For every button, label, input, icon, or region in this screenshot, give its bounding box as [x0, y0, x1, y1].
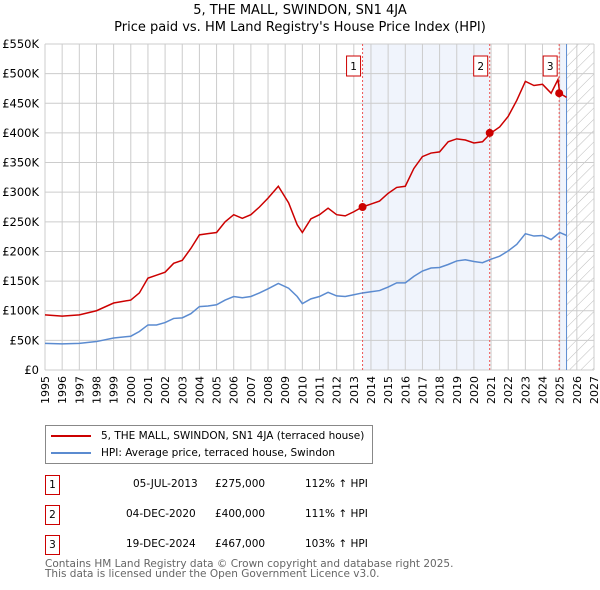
x-tick-label: 2000 — [125, 376, 138, 404]
y-tick-label: £100K — [2, 304, 39, 318]
x-tick-label: 2016 — [399, 376, 412, 404]
sale-marker-badge: 2 — [45, 505, 60, 525]
sale-label-box — [346, 55, 362, 77]
sale-label-box — [473, 55, 489, 77]
sale-row-2: 2 04-DEC-2020 £400,000 111% ↑ HPI — [45, 505, 445, 525]
footer: Contains HM Land Registry data © Crown c… — [45, 558, 454, 580]
forecast-hatch — [566, 44, 594, 370]
sale-period-shade — [559, 44, 567, 370]
x-tick-label: 2017 — [416, 376, 429, 404]
y-tick-label: £0 — [24, 363, 39, 377]
sale-label: 2 — [477, 61, 484, 73]
sale-point — [485, 128, 494, 137]
x-tick-label: 1997 — [73, 376, 86, 404]
x-tick-label: 2026 — [571, 376, 584, 404]
sale-price: £275,000 — [215, 478, 266, 490]
y-tick-label: £450K — [2, 96, 39, 110]
x-tick-label: 1998 — [90, 376, 103, 404]
legend-item-hpi: HPI: Average price, terraced house, Swin… — [51, 447, 335, 459]
x-tick-label: 2015 — [382, 376, 395, 404]
x-tick-label: 2012 — [331, 376, 344, 404]
legend: 5, THE MALL, SWINDON, SN1 4JA (terraced … — [45, 425, 373, 464]
x-tick-label: 2027 — [588, 376, 600, 404]
x-tick-label: 2019 — [451, 376, 464, 404]
y-tick-label: £550K — [2, 37, 39, 51]
x-tick-label: 2024 — [537, 376, 550, 404]
x-tick-label: 2008 — [262, 376, 275, 404]
sale-hpi: 112% ↑ HPI — [305, 478, 368, 490]
y-tick-label: £350K — [2, 156, 39, 170]
x-tick-label: 2005 — [211, 376, 224, 404]
chart-title: 5, THE MALL, SWINDON, SN1 4JA — [193, 3, 407, 18]
y-tick-label: £300K — [2, 185, 39, 199]
x-tick-label: 2014 — [365, 376, 378, 404]
y-tick-label: £200K — [2, 244, 39, 258]
y-tick-label: £50K — [10, 333, 40, 347]
footer-licence: This data is licensed under the Open Gov… — [45, 568, 380, 580]
x-tick-label: 2002 — [159, 376, 172, 404]
x-tick-label: 2003 — [176, 376, 189, 404]
x-tick-label: 2013 — [348, 376, 361, 404]
sale-row-3: 3 19-DEC-2024 £467,000 103% ↑ HPI — [45, 535, 445, 555]
x-tick-label: 2001 — [142, 376, 155, 404]
series-line — [44, 77, 567, 317]
footer-copyright: Contains HM Land Registry data © Crown c… — [45, 558, 454, 570]
legend-item-property: 5, THE MALL, SWINDON, SN1 4JA (terraced … — [51, 430, 364, 442]
x-tick-label: 2021 — [485, 376, 498, 404]
x-tick-label: 2023 — [519, 376, 532, 404]
x-tick-label: 1996 — [56, 376, 69, 404]
sale-price: £467,000 — [215, 538, 266, 550]
x-tick-label: 2018 — [434, 376, 447, 404]
sale-hpi: 103% ↑ HPI — [305, 538, 368, 550]
x-tick-label: 2011 — [314, 376, 327, 404]
x-tick-label: 1999 — [108, 376, 121, 404]
red-line-swatch — [51, 435, 91, 437]
sale-marker-badge: 3 — [45, 535, 60, 555]
blue-line-swatch — [51, 452, 91, 454]
sale-date: 19-DEC-2024 — [126, 538, 196, 550]
legend-label: HPI: Average price, terraced house, Swin… — [101, 447, 336, 459]
x-tick-label: 2025 — [554, 376, 567, 404]
y-tick-label: £500K — [2, 67, 39, 81]
x-tick-label: 2020 — [468, 376, 481, 404]
y-tick-label: £400K — [2, 126, 39, 140]
sale-date: 04-DEC-2020 — [126, 508, 196, 520]
x-tick-label: 2010 — [296, 376, 309, 404]
sale-label-box — [542, 55, 558, 77]
price-chart: 1995 1996 1997 1998 1999 2000 2001 2002 2003 2004… — [2, 37, 600, 404]
y-tick-label: £250K — [2, 215, 39, 229]
x-tick-label: 2007 — [245, 376, 258, 404]
sale-point — [555, 89, 564, 98]
y-tick-label: £150K — [2, 274, 39, 288]
x-tick-label: 2006 — [228, 376, 241, 404]
series-line — [44, 231, 567, 345]
x-tick-label: 2022 — [502, 376, 515, 404]
legend-label: 5, THE MALL, SWINDON, SN1 4JA (terraced … — [101, 430, 365, 442]
x-tick-label: 1995 — [39, 376, 52, 404]
sale-label: 1 — [350, 61, 357, 73]
sale-price: £400,000 — [215, 508, 266, 520]
sale-date: 05-JUL-2013 — [133, 478, 198, 490]
x-tick-label: 2004 — [193, 376, 206, 404]
sale-marker-badge: 1 — [45, 475, 60, 495]
sale-point — [358, 203, 367, 211]
sale-period-shade — [362, 44, 490, 370]
sale-row-1: 1 05-JUL-2013 £275,000 112% ↑ HPI — [45, 475, 445, 495]
x-tick-label: 2009 — [279, 376, 292, 404]
sale-hpi: 111% ↑ HPI — [305, 508, 368, 520]
sale-label: 3 — [547, 61, 554, 73]
chart-subtitle: Price paid vs. HM Land Registry's House … — [114, 20, 486, 35]
